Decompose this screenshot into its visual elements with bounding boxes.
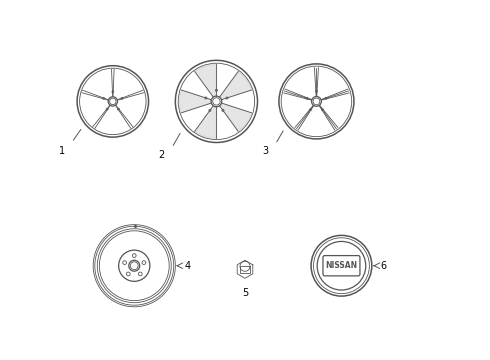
Polygon shape (195, 106, 217, 138)
Polygon shape (220, 103, 251, 131)
Text: 3: 3 (262, 146, 268, 156)
Polygon shape (195, 64, 217, 97)
Text: 5: 5 (242, 288, 248, 298)
Polygon shape (220, 72, 251, 100)
Text: 2: 2 (158, 150, 165, 159)
Polygon shape (179, 90, 211, 113)
Text: 6: 6 (381, 261, 387, 271)
Text: NISSAN: NISSAN (325, 261, 358, 270)
Text: 4: 4 (184, 261, 191, 271)
Text: 1: 1 (58, 146, 65, 156)
Bar (240, 266, 250, 273)
